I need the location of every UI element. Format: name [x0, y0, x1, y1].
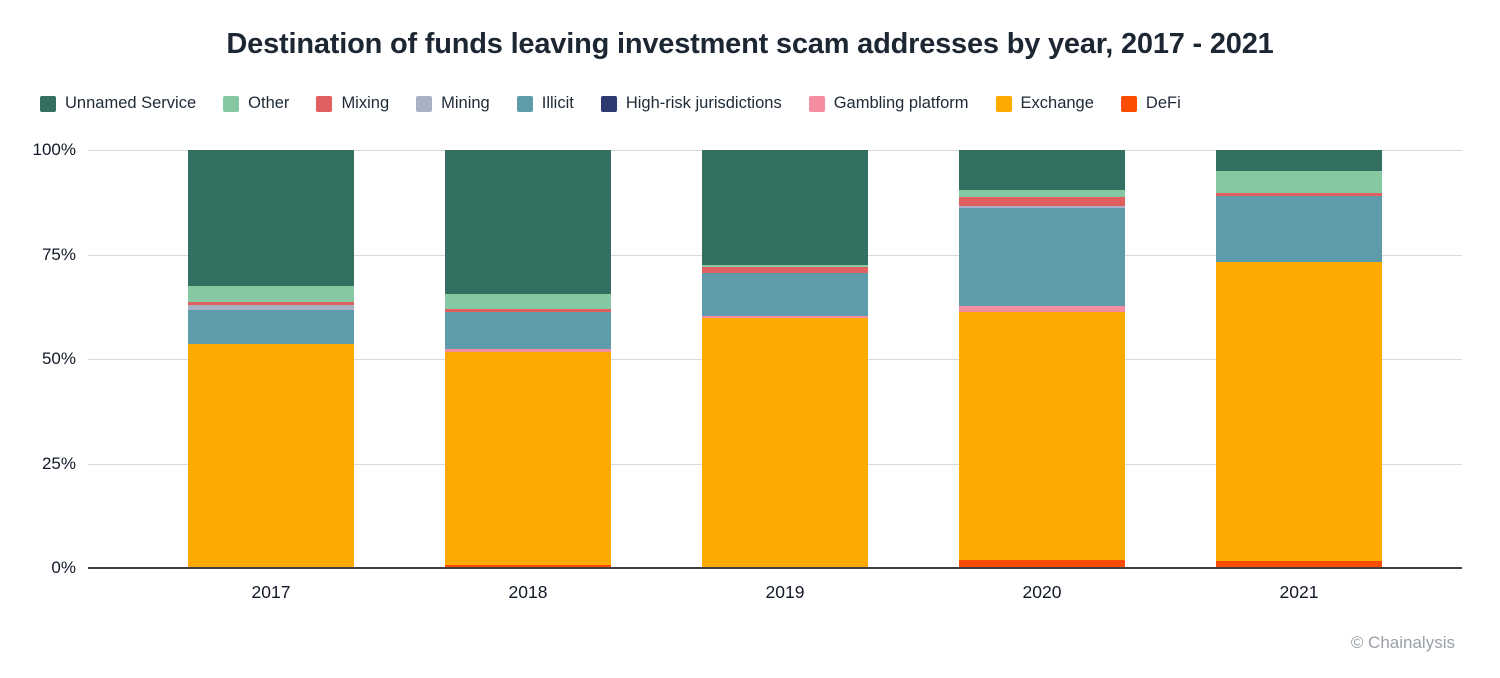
- legend-swatch-icon: [600, 95, 617, 112]
- bar-2018: [445, 150, 611, 568]
- bar-segment-2021-unnamed-service: [1216, 150, 1382, 171]
- bar-segment-2017-mixing: [188, 301, 354, 306]
- bar-segment-2017-unnamed-service: [188, 150, 354, 286]
- legend-swatch-icon: [223, 95, 240, 112]
- bar-segment-2018-defi: [445, 564, 611, 568]
- legend-label: Illicit: [541, 94, 574, 112]
- bar-segment-2017-mining: [188, 305, 354, 311]
- y-axis-label: 75%: [41, 244, 76, 264]
- y-axis-label: 0%: [51, 558, 76, 577]
- x-axis-label-2019: 2019: [765, 582, 805, 602]
- x-axis-label-2017: 2017: [251, 582, 291, 602]
- bar-segment-2018-exchange: [445, 351, 611, 565]
- legend-label: Mining: [441, 94, 490, 112]
- legend-item-defi[interactable]: DeFi: [1120, 94, 1181, 113]
- legend-item-mining[interactable]: Mining: [416, 94, 490, 113]
- bar-segment-2020-defi: [959, 560, 1125, 568]
- bar-segment-2020-other: [959, 190, 1125, 198]
- legend-label: High-risk jurisdictions: [625, 94, 782, 112]
- bar-segment-2020-gambling-platform: [959, 305, 1125, 312]
- legend-swatch-icon: [1120, 95, 1137, 112]
- bar-2019: [702, 150, 868, 568]
- legend-label: Unnamed Service: [65, 94, 197, 112]
- x-axis-label-2021: 2021: [1279, 582, 1319, 602]
- bar-segment-2019-unnamed-service: [702, 150, 868, 265]
- bar-segment-2021-illicit: [1216, 195, 1382, 263]
- legend-label: Mixing: [341, 94, 390, 112]
- bar-segment-2019-mixing: [702, 267, 868, 274]
- legend-swatch-icon: [808, 95, 825, 112]
- legend-label: Exchange: [1020, 94, 1094, 112]
- legend-item-illicit[interactable]: Illicit: [516, 94, 574, 113]
- bar-segment-2019-exchange: [702, 318, 868, 568]
- bar-segment-2020-unnamed-service: [959, 150, 1125, 191]
- bar-segment-2017-exchange: [188, 344, 354, 568]
- bar-segment-2019-other: [702, 264, 868, 268]
- legend-swatch-icon: [316, 95, 333, 112]
- x-axis-label-2020: 2020: [1022, 582, 1062, 602]
- bar-2017: [188, 150, 354, 568]
- bar-segment-2017-other: [188, 285, 354, 302]
- credit-chainalysis: © Chainalysis: [1350, 633, 1455, 652]
- bar-segment-2018-gambling-platform: [445, 349, 611, 352]
- bar-segment-2021-defi: [1216, 560, 1382, 568]
- bar-segment-2017-illicit: [188, 310, 354, 345]
- legend: Unnamed Service Other Mixing Mining Illicit H…: [40, 94, 1181, 113]
- legend-item-mixing[interactable]: Mixing: [316, 94, 389, 113]
- legend-item-unnamed-service[interactable]: Unnamed Service: [40, 94, 196, 113]
- bar-segment-2018-other: [445, 294, 611, 309]
- bar-segment-2018-illicit: [445, 311, 611, 350]
- bar-segment-2019-illicit: [702, 273, 868, 317]
- bar-segment-2018-unnamed-service: [445, 150, 611, 295]
- chart-title: Destination of funds leaving investment …: [226, 28, 1274, 60]
- bar-segment-2020-mixing: [959, 197, 1125, 206]
- bar-2021: [1216, 150, 1382, 568]
- y-axis-label: 50%: [41, 349, 76, 368]
- bar-segment-2021-mixing: [1216, 193, 1382, 196]
- legend-item-gambling-platform[interactable]: Gambling platform: [808, 94, 969, 113]
- legend-item-other[interactable]: Other: [223, 94, 289, 113]
- y-axis-label: 100%: [32, 140, 76, 159]
- legend-swatch-icon: [516, 95, 533, 112]
- bar-segment-2021-other: [1216, 170, 1382, 194]
- bar-segment-2019-gambling-platform: [702, 316, 868, 319]
- y-axis-label: 25%: [41, 453, 76, 473]
- legend-label: Other: [248, 94, 290, 112]
- legend-swatch-icon: [995, 95, 1012, 112]
- bar-segment-2020-exchange: [959, 311, 1125, 561]
- x-axis-label-2018: 2018: [508, 582, 548, 602]
- legend-swatch-icon: [416, 95, 433, 112]
- legend-label: DeFi: [1145, 94, 1181, 112]
- bar-segment-2020-illicit: [959, 208, 1125, 306]
- plot-area: 100% 75% 50% 25% 0%: [33, 140, 1462, 577]
- legend-item-exchange[interactable]: Exchange: [995, 94, 1094, 113]
- bar-segment-2018-mixing: [445, 308, 611, 312]
- legend-item-high-risk-jurisdictions[interactable]: High-risk jurisdictions: [600, 94, 782, 113]
- bar-segment-2020-mining: [959, 205, 1125, 209]
- legend-swatch-icon: [40, 95, 56, 112]
- bar-segment-2021-exchange: [1216, 262, 1382, 561]
- bar-2020: [959, 150, 1125, 568]
- legend-label: Gambling platform: [833, 94, 969, 112]
- x-axis-line: [88, 567, 1462, 569]
